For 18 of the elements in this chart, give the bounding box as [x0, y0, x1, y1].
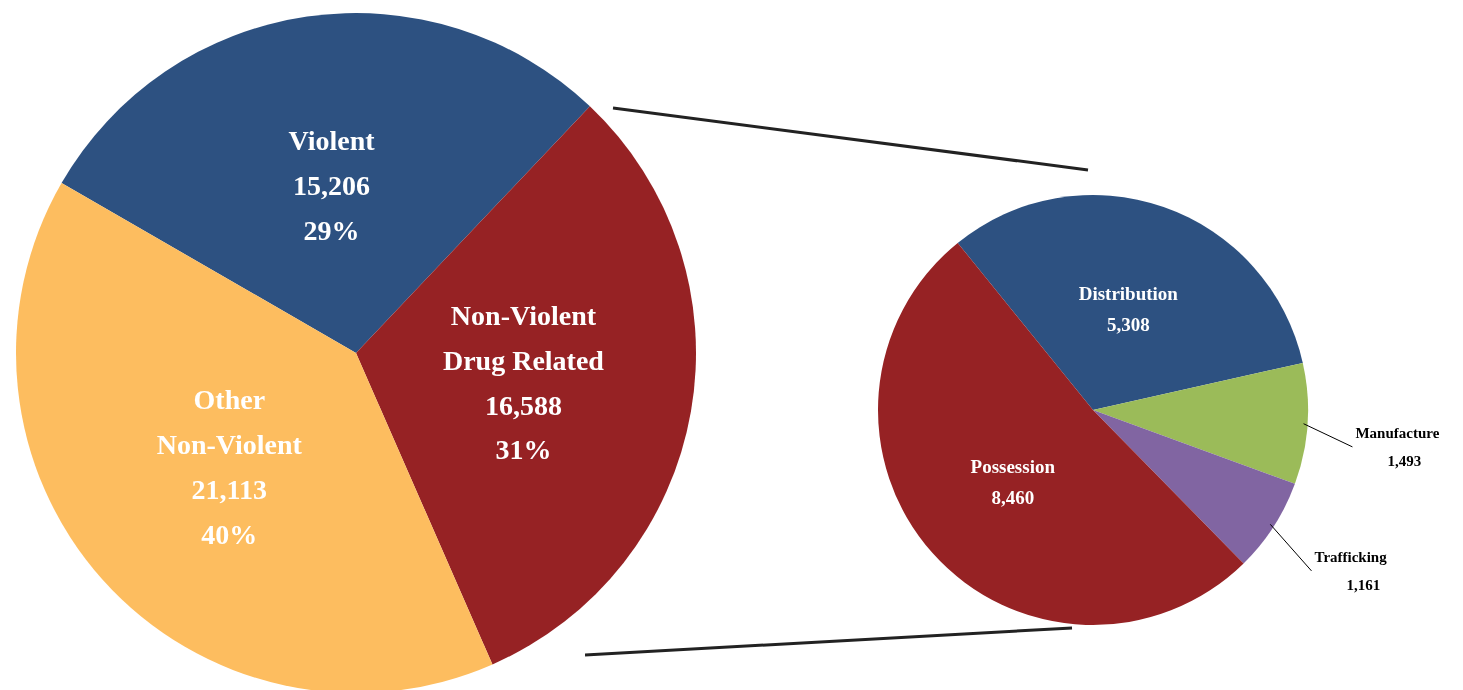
- slice-label: Other Non-Violent: [156, 383, 303, 460]
- data-label: 15,206 29%: [293, 169, 371, 246]
- data-label: 1,493: [1387, 453, 1422, 470]
- data-label: 21,113 40%: [191, 473, 268, 550]
- slice-label: Possession: [970, 455, 1056, 477]
- data-label: 8,460: [991, 486, 1035, 508]
- data-label: 1,161: [1346, 577, 1381, 594]
- pie-slice: [1093, 410, 1295, 564]
- slice-label: Manufacture: [1355, 424, 1440, 441]
- data-label: 16,588 31%: [484, 389, 562, 465]
- slice-label: Distribution: [1078, 282, 1179, 304]
- pie-slice: [878, 242, 1244, 625]
- data-label: 5,308: [1106, 313, 1150, 335]
- slice-label: Violent: [288, 124, 376, 156]
- slice-label: Non-Violent Drug Related: [442, 299, 605, 376]
- slice-label: Trafficking: [1314, 548, 1388, 565]
- pie-slice: [957, 195, 1303, 410]
- pie-slice: [1093, 362, 1308, 484]
